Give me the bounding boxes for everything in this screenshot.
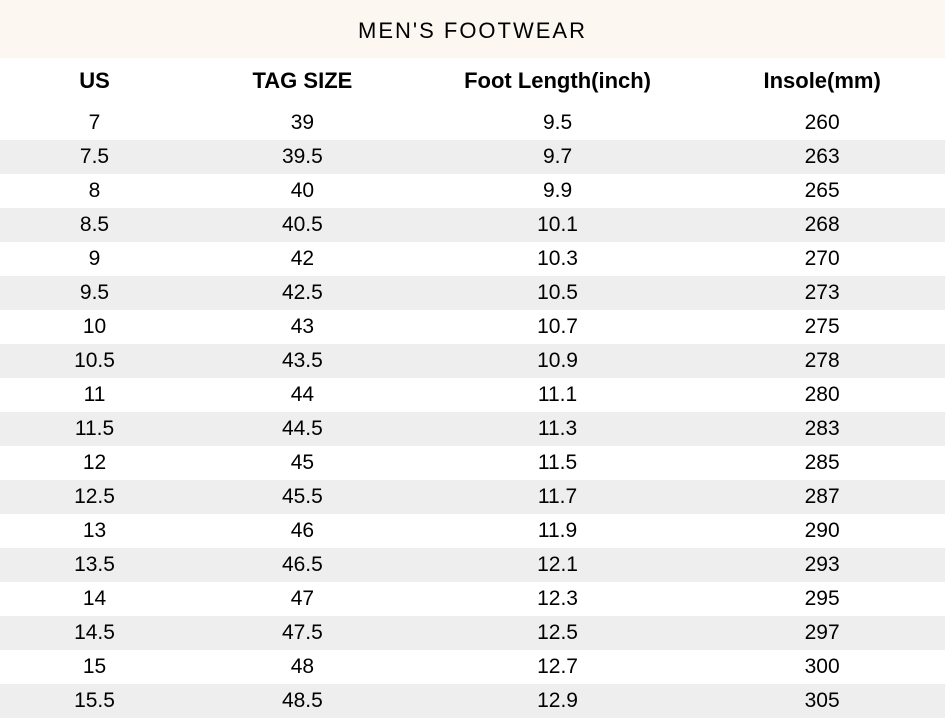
- table-cell: 12.5: [416, 616, 700, 650]
- table-cell: 10: [0, 310, 189, 344]
- col-header-foot-length: Foot Length(inch): [416, 58, 700, 106]
- table-cell: 12.1: [416, 548, 700, 582]
- table-cell: 263: [699, 140, 945, 174]
- table-cell: 46.5: [189, 548, 416, 582]
- table-cell: 10.9: [416, 344, 700, 378]
- table-cell: 15: [0, 650, 189, 684]
- table-cell: 285: [699, 446, 945, 480]
- table-cell: 11.7: [416, 480, 700, 514]
- table-cell: 11.5: [416, 446, 700, 480]
- table-cell: 11.1: [416, 378, 700, 412]
- table-cell: 15.5: [0, 684, 189, 718]
- col-header-tag-size: TAG SIZE: [189, 58, 416, 106]
- table-cell: 280: [699, 378, 945, 412]
- table-cell: 11.3: [416, 412, 700, 446]
- table-cell: 12.5: [0, 480, 189, 514]
- table-row: 104310.7275: [0, 310, 945, 344]
- table-cell: 12.7: [416, 650, 700, 684]
- table-row: 15.548.512.9305: [0, 684, 945, 718]
- table-row: 8409.9265: [0, 174, 945, 208]
- table-cell: 7: [0, 106, 189, 140]
- table-cell: 9: [0, 242, 189, 276]
- table-cell: 7.5: [0, 140, 189, 174]
- table-cell: 10.1: [416, 208, 700, 242]
- table-row: 11.544.511.3283: [0, 412, 945, 446]
- table-cell: 45: [189, 446, 416, 480]
- table-cell: 11: [0, 378, 189, 412]
- table-cell: 290: [699, 514, 945, 548]
- table-row: 7.539.59.7263: [0, 140, 945, 174]
- table-cell: 8: [0, 174, 189, 208]
- table-cell: 48.5: [189, 684, 416, 718]
- table-cell: 10.5: [416, 276, 700, 310]
- table-cell: 8.5: [0, 208, 189, 242]
- col-header-insole: Insole(mm): [699, 58, 945, 106]
- table-cell: 10.5: [0, 344, 189, 378]
- table-cell: 40.5: [189, 208, 416, 242]
- table-cell: 11.9: [416, 514, 700, 548]
- table-cell: 275: [699, 310, 945, 344]
- table-cell: 44: [189, 378, 416, 412]
- table-row: 94210.3270: [0, 242, 945, 276]
- table-cell: 43: [189, 310, 416, 344]
- table-cell: 42: [189, 242, 416, 276]
- table-cell: 10.7: [416, 310, 700, 344]
- table-row: 9.542.510.5273: [0, 276, 945, 310]
- page-title: MEN'S FOOTWEAR: [0, 0, 945, 58]
- table-cell: 43.5: [189, 344, 416, 378]
- table-cell: 39: [189, 106, 416, 140]
- table-cell: 14: [0, 582, 189, 616]
- table-cell: 47.5: [189, 616, 416, 650]
- table-row: 10.543.510.9278: [0, 344, 945, 378]
- table-row: 12.545.511.7287: [0, 480, 945, 514]
- table-cell: 295: [699, 582, 945, 616]
- col-header-us: US: [0, 58, 189, 106]
- table-cell: 270: [699, 242, 945, 276]
- table-row: 144712.3295: [0, 582, 945, 616]
- table-cell: 9.9: [416, 174, 700, 208]
- table-cell: 11.5: [0, 412, 189, 446]
- table-cell: 293: [699, 548, 945, 582]
- table-cell: 265: [699, 174, 945, 208]
- table-cell: 9.5: [416, 106, 700, 140]
- table-cell: 13: [0, 514, 189, 548]
- table-row: 14.547.512.5297: [0, 616, 945, 650]
- table-cell: 14.5: [0, 616, 189, 650]
- table-cell: 300: [699, 650, 945, 684]
- table-cell: 287: [699, 480, 945, 514]
- table-cell: 48: [189, 650, 416, 684]
- table-cell: 39.5: [189, 140, 416, 174]
- table-cell: 40: [189, 174, 416, 208]
- size-table: US TAG SIZE Foot Length(inch) Insole(mm)…: [0, 58, 945, 718]
- table-header: US TAG SIZE Foot Length(inch) Insole(mm): [0, 58, 945, 106]
- table-row: 8.540.510.1268: [0, 208, 945, 242]
- table-cell: 9.7: [416, 140, 700, 174]
- table-cell: 13.5: [0, 548, 189, 582]
- table-row: 7399.5260: [0, 106, 945, 140]
- table-cell: 283: [699, 412, 945, 446]
- table-cell: 10.3: [416, 242, 700, 276]
- table-cell: 297: [699, 616, 945, 650]
- table-row: 134611.9290: [0, 514, 945, 548]
- table-row: 114411.1280: [0, 378, 945, 412]
- table-row: 13.546.512.1293: [0, 548, 945, 582]
- table-cell: 12.3: [416, 582, 700, 616]
- table-cell: 45.5: [189, 480, 416, 514]
- table-cell: 12: [0, 446, 189, 480]
- table-cell: 46: [189, 514, 416, 548]
- table-cell: 44.5: [189, 412, 416, 446]
- table-header-row: US TAG SIZE Foot Length(inch) Insole(mm): [0, 58, 945, 106]
- table-body: 7399.52607.539.59.72638409.92658.540.510…: [0, 106, 945, 718]
- table-cell: 268: [699, 208, 945, 242]
- table-cell: 278: [699, 344, 945, 378]
- table-cell: 12.9: [416, 684, 700, 718]
- table-row: 124511.5285: [0, 446, 945, 480]
- table-cell: 305: [699, 684, 945, 718]
- table-cell: 273: [699, 276, 945, 310]
- table-cell: 47: [189, 582, 416, 616]
- table-cell: 42.5: [189, 276, 416, 310]
- table-cell: 260: [699, 106, 945, 140]
- table-cell: 9.5: [0, 276, 189, 310]
- table-row: 154812.7300: [0, 650, 945, 684]
